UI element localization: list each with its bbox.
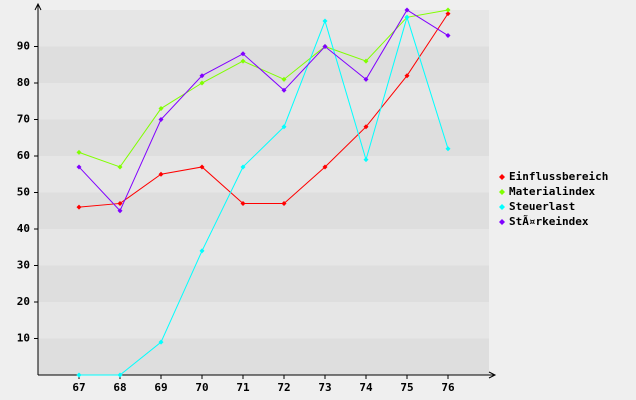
- x-axis-arrow: [488, 371, 497, 379]
- x-tick-label: 73: [318, 381, 331, 394]
- point: [117, 208, 123, 214]
- point: [445, 146, 451, 152]
- point: [322, 44, 328, 49]
- point: [240, 164, 246, 170]
- point: [445, 7, 451, 13]
- y-tick-label: 70: [17, 113, 30, 126]
- point: [363, 58, 369, 64]
- point: [117, 200, 123, 206]
- series-line: [78, 13, 449, 208]
- point: [199, 164, 205, 170]
- y-tick-label: 40: [17, 222, 30, 235]
- point: [76, 164, 82, 170]
- series-line: [78, 9, 449, 212]
- x-tick-label: 71: [236, 381, 250, 394]
- point: [363, 76, 369, 82]
- x-tick-label: 75: [400, 381, 413, 394]
- point: [158, 106, 164, 112]
- y-tick-label: 30: [17, 259, 30, 272]
- x-tick-label: 70: [195, 381, 208, 394]
- point: [199, 73, 205, 79]
- point: [117, 372, 123, 378]
- point: [281, 124, 287, 130]
- x-tick-label: 72: [277, 381, 290, 394]
- point: [363, 124, 369, 130]
- point: [199, 248, 205, 254]
- point: [404, 7, 410, 13]
- point: [240, 200, 246, 206]
- grid-band: [38, 338, 489, 375]
- point: [445, 33, 451, 39]
- grid-band: [38, 302, 489, 339]
- point: [281, 200, 287, 206]
- y-tick-label: 50: [17, 186, 30, 199]
- grid-band: [38, 265, 489, 302]
- legend-label: StÃ¤rkeindex: [509, 215, 589, 228]
- legend-label: Steuerlast: [509, 200, 575, 213]
- x-tick-label: 76: [441, 381, 455, 394]
- point: [158, 117, 164, 122]
- point: [117, 164, 123, 170]
- x-tick-label: 67: [72, 381, 85, 394]
- x-tick-label: 68: [113, 381, 126, 394]
- y-tick-label: 80: [17, 76, 30, 89]
- point: [158, 171, 164, 177]
- legend-marker: [499, 189, 505, 195]
- legend-label: Materialindex: [509, 185, 595, 198]
- x-tick-label: 69: [154, 381, 167, 394]
- point: [281, 87, 287, 93]
- point: [363, 157, 369, 163]
- point: [76, 372, 82, 378]
- point: [240, 51, 246, 57]
- grid-band: [38, 192, 489, 229]
- point: [240, 58, 246, 64]
- y-tick-label: 90: [17, 40, 30, 53]
- point: [76, 149, 82, 155]
- point: [76, 204, 82, 210]
- point: [158, 339, 164, 345]
- y-tick-label: 60: [17, 149, 30, 162]
- y-tick-label: 10: [17, 332, 30, 345]
- point: [322, 18, 328, 24]
- legend-marker: [499, 204, 505, 210]
- point: [199, 80, 205, 86]
- legend-marker: [499, 219, 505, 225]
- series-line: [78, 9, 449, 168]
- x-tick-label: 74: [359, 381, 373, 394]
- point: [404, 14, 410, 20]
- grid-band: [38, 156, 489, 193]
- grid-band: [38, 10, 489, 47]
- grid-band: [38, 83, 489, 120]
- grid-band: [38, 119, 489, 156]
- point: [322, 164, 328, 170]
- point: [404, 73, 410, 79]
- legend-marker: [499, 174, 505, 180]
- series-line: [79, 15, 449, 376]
- point: [445, 11, 451, 17]
- point: [281, 76, 287, 82]
- legend-label: Einflussbereich: [509, 170, 608, 183]
- y-axis-arrow: [34, 2, 42, 11]
- y-tick-label: 20: [17, 295, 30, 308]
- grid-band: [38, 229, 489, 266]
